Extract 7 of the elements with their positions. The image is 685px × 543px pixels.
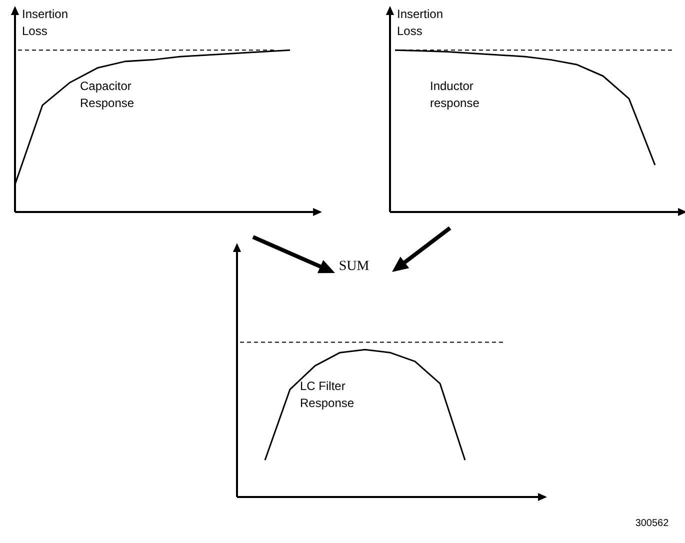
annotation: Capacitor Response bbox=[80, 78, 136, 112]
chart-title: SUM bbox=[338, 259, 370, 275]
y-axis-title: Insertion Loss bbox=[397, 6, 444, 40]
annotation: LC Filter Response bbox=[300, 378, 356, 412]
text: 300562 bbox=[634, 517, 670, 531]
annotation: Inductor response bbox=[430, 78, 480, 112]
y-axis-title: Insertion Loss bbox=[22, 6, 70, 40]
